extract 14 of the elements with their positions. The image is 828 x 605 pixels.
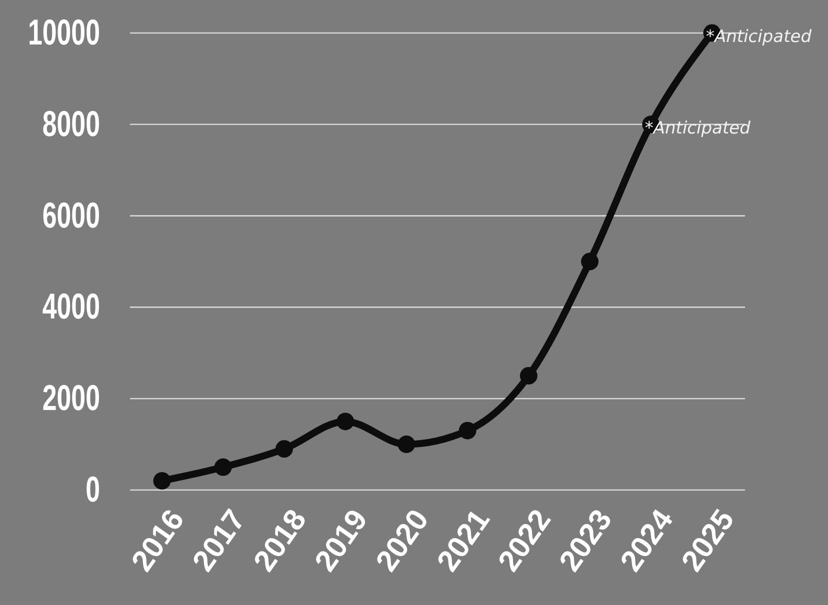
point	[275, 440, 293, 458]
y-tick-label: 10000	[28, 12, 100, 53]
y-tick-label: 4000	[42, 286, 100, 327]
y-tick-label: 8000	[42, 104, 100, 144]
point	[458, 422, 476, 440]
point	[214, 458, 232, 476]
point	[520, 367, 538, 384]
point	[336, 412, 354, 430]
point	[581, 252, 599, 270]
point	[398, 436, 416, 454]
y-tick-label: 6000	[42, 195, 100, 236]
point	[153, 472, 171, 490]
y-tick-label: 2000	[42, 378, 100, 418]
y-tick-label: 0	[86, 469, 100, 510]
